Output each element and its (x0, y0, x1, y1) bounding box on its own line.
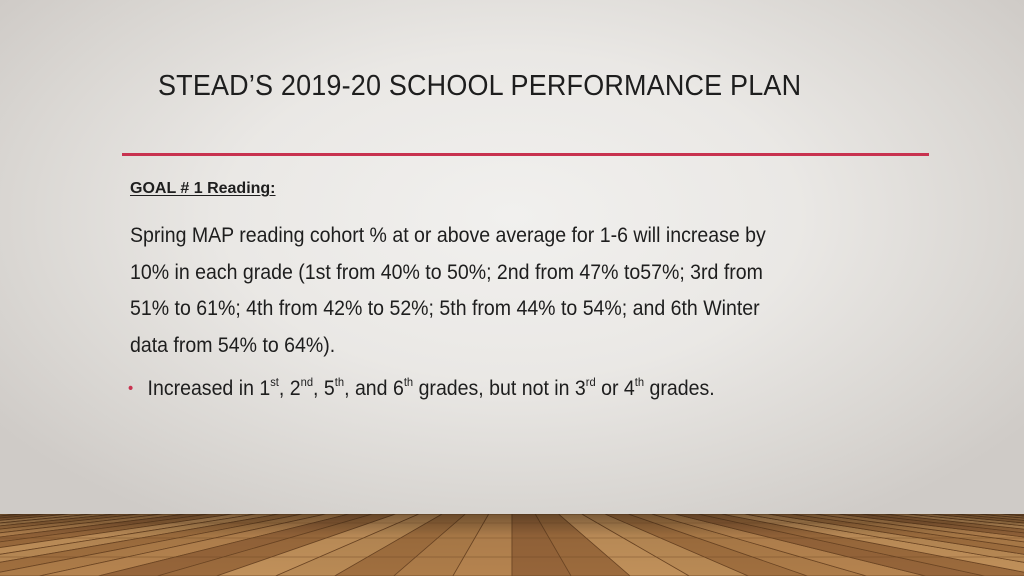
goal-line: 10% in each grade (1st from 40% to 50%; … (130, 260, 763, 284)
ordinal-suffix: th (403, 375, 414, 389)
goal-heading: GOAL # 1 Reading: (130, 180, 276, 197)
goal-line: Spring MAP reading cohort % at or above … (130, 224, 766, 247)
bullet-text-part: , and 6 (344, 377, 404, 400)
bullet-dot-icon: • (128, 380, 134, 397)
goal-line: data from 54% to 64%). (130, 333, 336, 357)
wood-floor (0, 514, 1024, 576)
bullet-text-part: Increased in 1 (147, 377, 271, 400)
ordinal-suffix: rd (585, 375, 596, 389)
bullet-text-part: grades, but not in 3 (413, 377, 586, 400)
ordinal-suffix: th (334, 375, 345, 389)
ordinal-suffix: th (634, 375, 645, 389)
wood-floor-planks (0, 514, 1024, 576)
bullet-text-part: , 2 (278, 377, 301, 400)
slide-title: STEAD’S 2019-20 SCHOOL PERFORMANCE PLAN (158, 70, 802, 102)
ordinal-suffix: nd (300, 375, 314, 389)
bullet-text-part: grades. (644, 377, 715, 400)
bullet-text: Increased in 1st, 2nd, 5th, and 6th grad… (147, 375, 715, 400)
ordinal-suffix: st (270, 375, 279, 389)
result-bullet: • Increased in 1st, 2nd, 5th, and 6th gra… (128, 375, 715, 401)
bullet-text-part: or 4 (595, 377, 635, 400)
goal-line: 51% to 61%; 4th from 42% to 52%; 5th fro… (130, 297, 760, 320)
slide-background (0, 0, 1024, 514)
goal-description: Spring MAP reading cohort % at or above … (130, 218, 865, 364)
title-divider (122, 153, 929, 156)
bullet-text-part: , 5 (313, 377, 335, 400)
